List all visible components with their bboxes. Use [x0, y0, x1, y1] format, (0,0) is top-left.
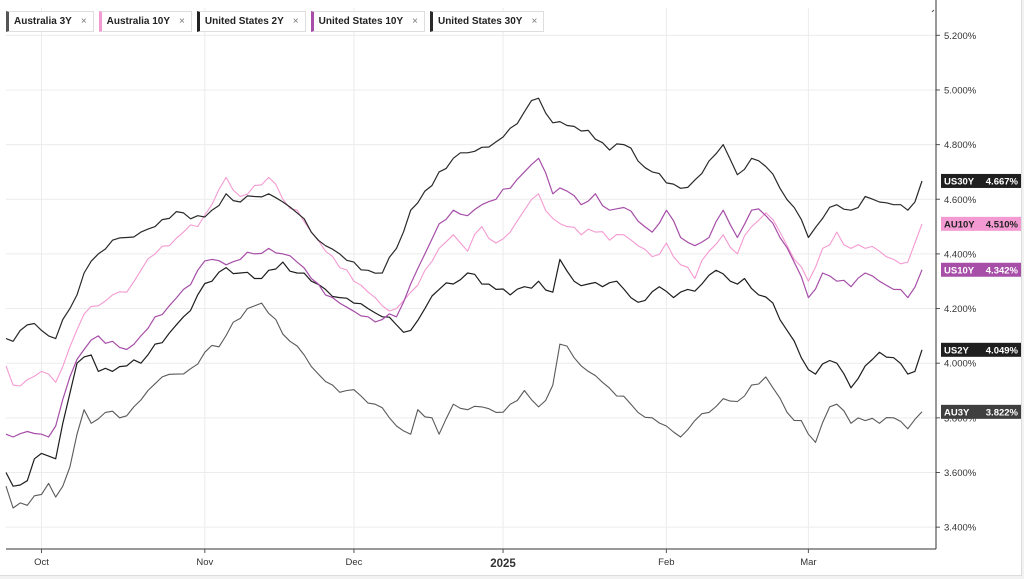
badge-background: [941, 342, 1021, 357]
value-badge-us10y: US10Y 4.342%: [941, 262, 1021, 277]
badge-label: AU10Y: [944, 219, 975, 230]
badge-background: [941, 216, 1021, 231]
x-tick-label: Mar: [800, 557, 816, 568]
close-icon[interactable]: ×: [412, 16, 418, 27]
legend-chip-united-states-10y[interactable]: United States 10Y ×: [310, 11, 425, 32]
legend-chip-united-states-30y[interactable]: United States 30Y ×: [429, 11, 545, 32]
y-tick-label: 3.800%: [944, 413, 977, 424]
badge-background: [941, 404, 1021, 419]
legend-label: Australia 10Y: [106, 16, 171, 27]
badge-label: US2Y: [944, 345, 969, 356]
badge-value: 4.510%: [986, 219, 1019, 230]
value-badge-au10y: AU10Y 4.510%: [941, 216, 1021, 231]
series-line-us2y: [5, 258, 923, 487]
badge-label: AU3Y: [944, 407, 970, 418]
badge-value: 4.049%: [986, 345, 1019, 356]
badge-value: 4.342%: [986, 265, 1019, 276]
y-tick-label: 4.800%: [944, 140, 977, 151]
series-legend: Australia 3Y × Australia 10Y × United St…: [6, 11, 545, 32]
y-tick-label: 5.200%: [944, 31, 977, 42]
value-badge-us30y: US30Y 4.667%: [941, 173, 1021, 188]
value-badge-au3y: AU3Y 3.822%: [941, 404, 1021, 419]
x-tick-label: Oct: [34, 557, 49, 568]
badge-background: [941, 262, 1021, 277]
x-tick-label: 2025: [490, 558, 516, 570]
legend-chip-australia-3y[interactable]: Australia 3Y ×: [6, 11, 94, 32]
close-icon[interactable]: ×: [531, 16, 538, 27]
x-tick-label: Feb: [658, 557, 674, 568]
y-tick-label: 4.200%: [944, 304, 977, 315]
legend-chip-australia-10y[interactable]: Australia 10Y ×: [98, 11, 192, 32]
series-line-au3y: [5, 302, 923, 509]
value-badge-us2y: US2Y 4.049%: [941, 342, 1021, 357]
badge-background: [941, 173, 1021, 188]
series-line-au10y: [5, 176, 923, 387]
y-tick-label: 4.000%: [944, 359, 977, 370]
badge-value: 4.667%: [986, 176, 1019, 187]
corner-tick: [931, 9, 935, 13]
y-tick-label: 5.000%: [944, 85, 977, 96]
legend-label: United States 30Y: [437, 16, 523, 27]
close-icon[interactable]: ×: [292, 16, 299, 27]
x-tick-label: Dec: [345, 557, 362, 568]
y-tick-label: 4.400%: [944, 249, 977, 260]
y-tick-label: 4.600%: [944, 195, 977, 206]
series-line-us30y: [5, 97, 923, 342]
close-icon[interactable]: ×: [80, 16, 87, 27]
badge-label: US10Y: [944, 265, 975, 276]
series-line-us10y: [5, 157, 923, 438]
legend-label: United States 2Y: [204, 16, 284, 27]
y-tick-label: 3.400%: [944, 523, 977, 534]
legend-label: United States 10Y: [318, 16, 404, 27]
y-tick-label: 3.600%: [944, 468, 977, 479]
badge-value: 3.822%: [986, 407, 1019, 418]
legend-chip-united-states-2y[interactable]: United States 2Y ×: [196, 11, 306, 32]
close-icon[interactable]: ×: [179, 16, 185, 27]
legend-label: Australia 3Y: [14, 16, 72, 27]
x-tick-label: Nov: [196, 557, 213, 568]
badge-label: US30Y: [944, 176, 975, 187]
